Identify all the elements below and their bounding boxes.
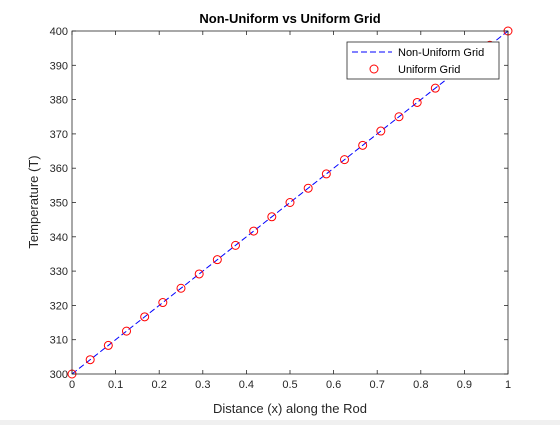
uniform-grid-point (303, 183, 313, 193)
y-tick-label: 380 (50, 95, 68, 107)
uniform-grid-point (376, 126, 386, 136)
uniform-grid-point (340, 155, 349, 165)
uniform-grid-point (85, 355, 95, 365)
uniform-grid-point (122, 326, 131, 336)
uniform-grid-point (285, 198, 295, 207)
y-tick-label: 330 (50, 266, 68, 278)
uniform-grid-point (231, 240, 240, 250)
series-layer (67, 26, 513, 379)
ticks-layer: 0 0.1 0.2 0.3 0.4 0.5 0.6 0.7 0.8 0.9 1 300 310 320 33… (50, 26, 511, 391)
legend-label-non-uniform: Non-Uniform Grid (398, 47, 484, 59)
x-tick-label: 0.4 (239, 379, 254, 391)
x-tick-label: 0.9 (457, 379, 472, 391)
legend-label-uniform: Uniform Grid (398, 64, 460, 76)
uniform-grid-point (103, 340, 113, 350)
y-tick-label: 350 (50, 198, 68, 210)
y-tick-label: 360 (50, 163, 68, 175)
uniform-grid-point (249, 226, 259, 236)
uniform-grid-point (140, 312, 150, 322)
x-tick-label: 0 (69, 379, 75, 391)
x-tick-label: 0.6 (326, 379, 341, 391)
non-uniform-grid-line (71, 30, 509, 375)
y-tick-label: 310 (50, 335, 68, 347)
y-axis-label: Temperature (T) (26, 155, 41, 248)
y-tick-label: 370 (50, 129, 68, 141)
uniform-grid-point (194, 269, 204, 279)
uniform-grid-point (321, 169, 331, 179)
chart-title: Non-Uniform vs Uniform Grid (199, 11, 380, 26)
x-axis-label: Distance (x) along the Rod (213, 401, 367, 416)
uniform-grid-point (267, 212, 277, 222)
uniform-grid-point (412, 97, 422, 107)
uniform-grid-point (158, 298, 168, 308)
y-tick-label: 400 (50, 26, 68, 38)
uniform-grid-point (176, 283, 186, 293)
uniform-grid-point (212, 255, 222, 265)
legend: Non-Uniform Grid Uniform Grid (346, 41, 500, 80)
y-tick-label: 390 (50, 60, 68, 72)
x-tick-label: 0.3 (195, 379, 210, 391)
y-tick-label: 340 (50, 232, 68, 244)
x-tick-label: 0.7 (370, 379, 385, 391)
y-tick-label: 320 (50, 300, 68, 312)
y-tick-label: 300 (50, 369, 68, 381)
x-tick-label: 0.2 (152, 379, 167, 391)
x-tick-label: 1 (505, 379, 511, 391)
x-tick-label: 0.1 (108, 379, 123, 391)
legend-swatch-uniform (369, 64, 379, 74)
uniform-grid-point (394, 112, 404, 122)
x-tick-label: 0.8 (413, 379, 428, 391)
x-tick-label: 0.5 (282, 379, 297, 391)
uniform-grid-point (430, 83, 440, 93)
uniform-grid-point (358, 140, 368, 150)
